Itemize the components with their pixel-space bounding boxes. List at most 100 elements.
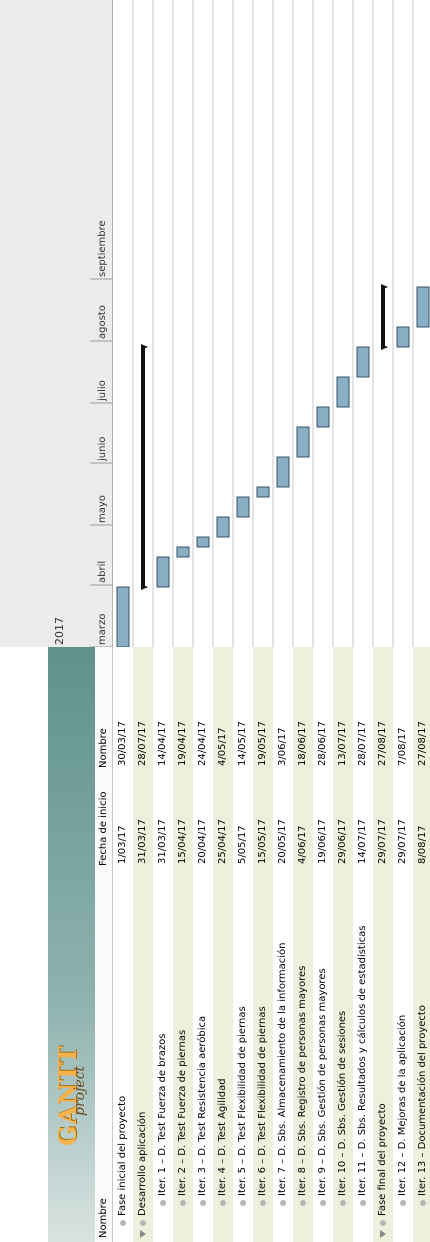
task-name: Fase final del proyecto	[377, 1103, 388, 1216]
table-row[interactable]: Iter. 2 – D. Test Fuerza de piernas 15/04…	[173, 647, 193, 1242]
task-bullet-icon	[200, 1200, 206, 1206]
task-bullet-icon	[320, 1200, 326, 1206]
month-label: septiembre	[97, 220, 108, 277]
month-label: abril	[97, 560, 108, 583]
task-name: Iter. 4 – D. Test Agilidad	[217, 1078, 228, 1196]
task-name: Iter. 6 – D. Test Flexibilidad de pierna…	[257, 1006, 268, 1196]
task-bar	[316, 406, 330, 428]
task-end-date: 28/07/17	[137, 721, 148, 766]
task-bullet-icon	[220, 1200, 226, 1206]
task-end-date: 19/05/17	[257, 721, 268, 766]
expand-collapse-icon[interactable]	[380, 1230, 386, 1238]
task-start-date: 14/07/17	[357, 819, 368, 864]
task-end-date: 3/06/17	[277, 727, 288, 766]
month-label: marzo	[97, 613, 108, 645]
table-header: Nombre Fecha de inicio Nombre	[95, 647, 113, 1242]
month-label: agosto	[97, 305, 108, 339]
task-start-date: 31/03/17	[137, 819, 148, 864]
task-bullet-icon	[180, 1200, 186, 1206]
table-row[interactable]: Iter. 8 – D. Sbs. Registro de personas m…	[293, 647, 313, 1242]
task-end-date: 30/03/17	[117, 721, 128, 766]
task-name: Iter. 11 – D. Sbs. Resultados y cálculos…	[357, 925, 368, 1196]
table-row[interactable]: Iter. 3 – D. Test Resistencia aeróbica 20…	[193, 647, 213, 1242]
task-name: Iter. 7 – D. Sbs. Almacenamiento de la i…	[277, 942, 288, 1196]
task-start-date: 20/04/17	[197, 819, 208, 864]
header-name[interactable]: Nombre	[98, 1198, 109, 1238]
task-bullet-icon	[420, 1200, 426, 1206]
task-bar	[236, 496, 250, 518]
task-name: Iter. 12 – D. Mejoras de la aplicación	[397, 1014, 408, 1196]
table-row[interactable]: Iter. 11 – D. Sbs. Resultados y cálculos…	[353, 647, 373, 1242]
month-label: julio	[97, 380, 108, 401]
table-row[interactable]: Iter. 7 – D. Sbs. Almacenamiento de la i…	[273, 647, 293, 1242]
task-end-date: 28/07/17	[357, 721, 368, 766]
task-name: Iter. 10 – D. Sbs. Gestión de sesiones	[337, 1010, 348, 1196]
month-label: junio	[97, 436, 108, 461]
task-name: Iter. 1 – D. Test Fuerza de brazos	[157, 1033, 168, 1196]
task-bullet-icon	[340, 1200, 346, 1206]
task-start-date: 29/07/17	[377, 819, 388, 864]
task-name: Fase inicial del proyecto	[117, 1095, 128, 1216]
summary-bar	[141, 344, 148, 590]
task-end-date: 13/07/17	[337, 721, 348, 766]
task-bullet-icon	[260, 1200, 266, 1206]
task-start-date: 1/03/17	[117, 825, 128, 864]
task-name: Iter. 8 – D. Sbs. Registro de personas m…	[297, 965, 308, 1196]
task-bar	[396, 326, 410, 348]
table-row[interactable]: Iter. 9 – D. Sbs. Gestión de personas ma…	[313, 647, 333, 1242]
task-start-date: 4/06/17	[297, 825, 308, 864]
logo-subtext: project	[72, 1065, 88, 1116]
header-end-date[interactable]: Nombre	[98, 728, 109, 768]
task-bullet-icon	[240, 1200, 246, 1206]
task-start-date: 29/06/17	[337, 819, 348, 864]
table-row[interactable]: Iter. 10 – D. Sbs. Gestión de sesiones 29…	[333, 647, 353, 1242]
task-rows: Fase inicial del proyecto 1/03/17 30/03/17…	[113, 647, 430, 1242]
table-row[interactable]: Iter. 1 – D. Test Fuerza de brazos 31/03/…	[153, 647, 173, 1242]
task-bullet-icon	[280, 1200, 286, 1206]
task-bar	[116, 586, 130, 647]
gantt-project-logo: GANTT project	[48, 647, 95, 1242]
summary-bar	[381, 284, 388, 350]
task-bullet-icon	[140, 1220, 146, 1226]
task-start-date: 15/05/17	[257, 819, 268, 864]
table-row[interactable]: Iter. 12 – D. Mejoras de la aplicación 29…	[393, 647, 413, 1242]
table-row[interactable]: Iter. 4 – D. Test Agilidad 25/04/17 4/05/1…	[213, 647, 233, 1242]
table-row[interactable]: Fase inicial del proyecto 1/03/17 30/03/17	[113, 647, 133, 1242]
expand-collapse-icon[interactable]	[140, 1230, 146, 1238]
task-bullet-icon	[300, 1200, 306, 1206]
table-row[interactable]: Iter. 5 – D. Test Flexibilidad de pierna…	[233, 647, 253, 1242]
task-start-date: 5/05/17	[237, 825, 248, 864]
task-name: Iter. 13 – Documentación del proyecto	[417, 1005, 428, 1196]
task-table: GANTT project Nombre Fecha de inicio Nom…	[0, 647, 430, 1242]
task-bullet-icon	[400, 1200, 406, 1206]
table-row[interactable]: Iter. 13 – Documentación del proyecto 8/0…	[413, 647, 430, 1242]
month-label: mayo	[97, 495, 108, 523]
task-bullet-icon	[380, 1220, 386, 1226]
table-row[interactable]: Desarrollo aplicación 31/03/17 28/07/17	[133, 647, 153, 1242]
task-start-date: 20/05/17	[277, 819, 288, 864]
task-end-date: 28/06/17	[317, 721, 328, 766]
task-bar	[156, 556, 170, 588]
task-end-date: 18/06/17	[297, 721, 308, 766]
task-start-date: 31/03/17	[157, 819, 168, 864]
task-name: Desarrollo aplicación	[137, 1111, 148, 1216]
task-bullet-icon	[360, 1200, 366, 1206]
task-name: Iter. 2 – D. Test Fuerza de piernas	[177, 1029, 188, 1196]
task-start-date: 19/06/17	[317, 819, 328, 864]
task-bullet-icon	[160, 1200, 166, 1206]
header-start-date[interactable]: Fecha de inicio	[98, 791, 109, 866]
task-end-date: 19/04/17	[177, 721, 188, 766]
gantt-chart: 2017 marzo abril mayo junio julio agosto septi…	[0, 0, 430, 647]
task-name: Iter. 3 – D. Test Resistencia aeróbica	[197, 1015, 208, 1196]
task-bar	[276, 456, 290, 488]
task-bar	[416, 286, 430, 328]
task-end-date: 4/05/17	[217, 727, 228, 766]
task-bar	[216, 516, 230, 538]
task-start-date: 29/07/17	[397, 819, 408, 864]
task-name: Iter. 5 – D. Test Flexibilidad de pierna…	[237, 1006, 248, 1196]
table-row[interactable]: Fase final del proyecto 29/07/17 27/08/17	[373, 647, 393, 1242]
task-bar	[356, 346, 370, 378]
table-row[interactable]: Iter. 6 – D. Test Flexibilidad de pierna…	[253, 647, 273, 1242]
task-bar	[256, 486, 270, 498]
